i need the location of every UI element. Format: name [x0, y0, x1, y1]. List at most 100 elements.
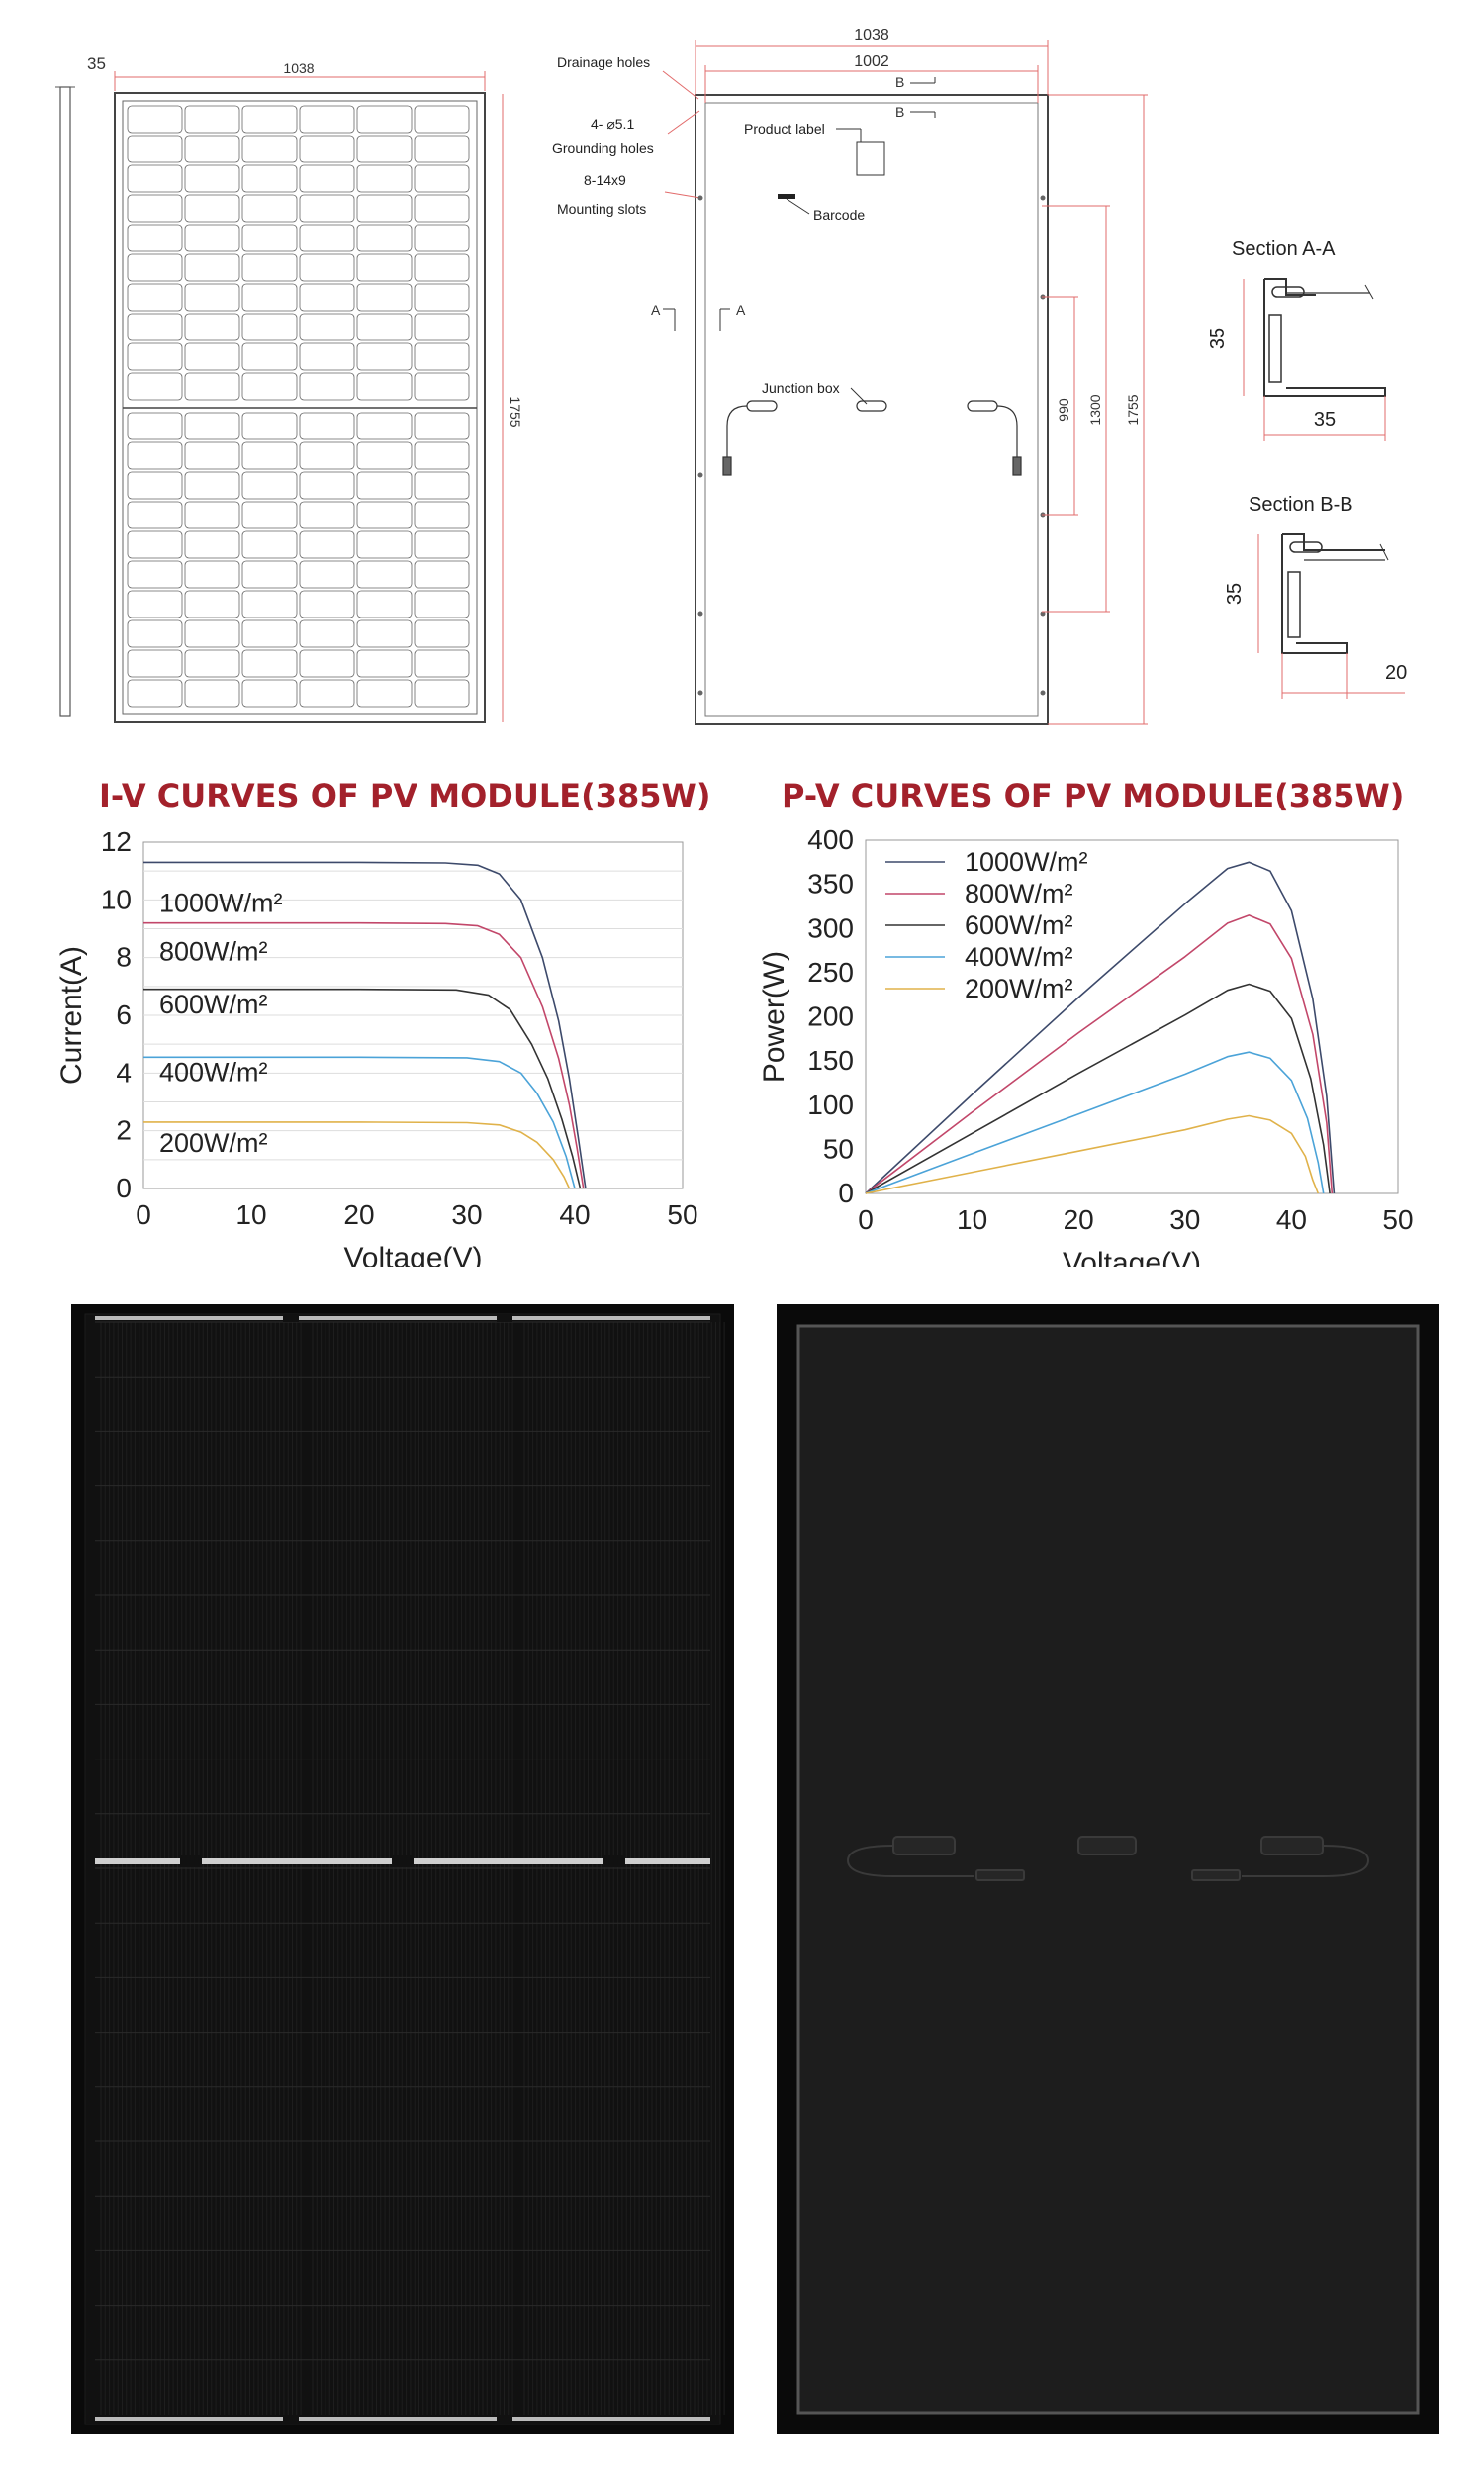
callout-grounding-count: 4- ⌀5.1 [591, 116, 634, 132]
section-a-height: 35 [1207, 328, 1229, 349]
solar-cell [127, 530, 183, 559]
solar-cell [299, 560, 355, 589]
solar-cell [414, 649, 470, 678]
product-label-box [856, 141, 885, 176]
section-b-width: 20 [1385, 662, 1407, 684]
y-tick-label: 0 [838, 1178, 854, 1208]
mounting-holes [697, 195, 1046, 696]
solar-cell [356, 471, 413, 500]
solar-cell [127, 283, 183, 312]
solar-cell [414, 530, 470, 559]
solar-cell [184, 224, 240, 252]
solar-cell [184, 313, 240, 341]
series-label: 400W/m² [159, 1057, 268, 1087]
solar-cell [356, 164, 413, 193]
section-a-a: Section A-A 35 35 [1207, 238, 1386, 441]
solar-cell [241, 530, 298, 559]
cell-grid [123, 105, 477, 708]
solar-cell [127, 372, 183, 401]
solar-cell [184, 471, 240, 500]
dim-990: 990 [1056, 398, 1071, 422]
solar-cell [414, 105, 470, 134]
solar-cell [356, 313, 413, 341]
solar-cell [127, 441, 183, 470]
solar-cell [184, 164, 240, 193]
legend-label: 800W/m² [965, 879, 1073, 908]
solar-cell [241, 412, 298, 440]
solar-cell [299, 224, 355, 252]
solar-cell [184, 441, 240, 470]
x-tick-label: 20 [1064, 1204, 1094, 1235]
solar-cell [414, 619, 470, 648]
solar-cell [184, 253, 240, 282]
iv-chart: 0 2 4 6 8 10 12 0 10 20 30 40 50 Voltage(V) Current(A)… [55, 826, 698, 1267]
solar-cell [127, 619, 183, 648]
solar-cell [299, 619, 355, 648]
solar-cell [414, 194, 470, 223]
legend-label: 1000W/m² [965, 847, 1088, 877]
solar-cell [356, 412, 413, 440]
y-tick-label: 350 [807, 869, 854, 900]
solar-cell [414, 590, 470, 618]
plot-area [865, 839, 1399, 1194]
solar-cell [127, 412, 183, 440]
y-tick-label: 4 [116, 1057, 132, 1088]
series-line [143, 988, 582, 1189]
series-label: 600W/m² [159, 990, 268, 1019]
solar-cell [241, 619, 298, 648]
x-tick-label: 10 [235, 1199, 266, 1230]
section-b-height: 35 [1224, 583, 1246, 605]
solar-cell [184, 560, 240, 589]
series-line [865, 1114, 1320, 1194]
series-line [865, 914, 1334, 1194]
x-tick-label: 20 [343, 1199, 374, 1230]
solar-cell [127, 679, 183, 708]
solar-cell [299, 372, 355, 401]
solar-cell [184, 135, 240, 163]
solar-cell [356, 105, 413, 134]
y-tick-label: 250 [807, 957, 854, 988]
solar-cell [299, 471, 355, 500]
solar-cell [127, 224, 183, 252]
section-a-title: Section A-A [1232, 238, 1336, 260]
section-b-title: Section B-B [1249, 494, 1353, 516]
solar-cell [414, 501, 470, 529]
solar-cell [127, 590, 183, 618]
solar-cell [299, 194, 355, 223]
solar-cell [356, 253, 413, 282]
y-axis-label: Power(W) [758, 951, 790, 1083]
solar-cell [241, 649, 298, 678]
section-b-marker-top: B [895, 74, 904, 90]
solar-cell [299, 590, 355, 618]
series-label: 200W/m² [159, 1128, 268, 1158]
solar-cell [356, 441, 413, 470]
barcode-mark [778, 194, 795, 199]
solar-cell [184, 530, 240, 559]
solar-cell [127, 560, 183, 589]
solar-cell [241, 679, 298, 708]
iv-chart-title: I-V CURVES OF PV MODULE(385W) [99, 777, 711, 814]
solar-cell [414, 135, 470, 163]
callout-grounding: Grounding holes [552, 141, 654, 156]
dim-1300: 1300 [1087, 394, 1103, 425]
solar-cell [241, 224, 298, 252]
back-width-outer: 1038 [854, 27, 889, 44]
solar-cell [299, 679, 355, 708]
callout-drainage: Drainage holes [557, 54, 650, 70]
x-axis-label: Voltage(V) [343, 1242, 482, 1267]
junction-box-photo [846, 1836, 1370, 1881]
x-tick-label: 50 [1382, 1204, 1413, 1235]
back-view: 1038 1002 B B Drainage holes 4- ⌀5.1 Gro… [552, 27, 1148, 725]
solar-cell [356, 530, 413, 559]
callout-junction-box: Junction box [762, 380, 840, 396]
solar-cell [184, 619, 240, 648]
solar-cell [356, 372, 413, 401]
x-axis-label: Voltage(V) [1063, 1247, 1201, 1267]
x-tick-label: 10 [957, 1204, 987, 1235]
x-tick-label: 0 [858, 1204, 874, 1235]
solar-cell [127, 471, 183, 500]
solar-cell [241, 283, 298, 312]
solar-cell [127, 501, 183, 529]
solar-cell [127, 194, 183, 223]
junction-box-assembly [722, 400, 1022, 476]
